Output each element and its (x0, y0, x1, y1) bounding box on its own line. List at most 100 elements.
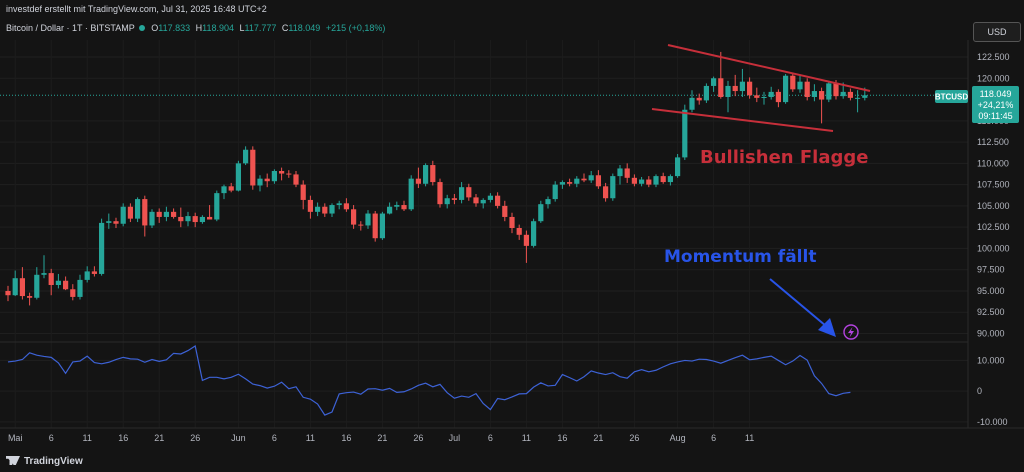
candle-body (588, 175, 594, 181)
time-tick-label: 6 (49, 433, 54, 443)
high-value: 118.904 (202, 23, 234, 33)
flag-lower-trendline[interactable] (651, 108, 834, 132)
time-tick-label: 6 (711, 433, 716, 443)
candle-body (667, 176, 673, 183)
candle-body (847, 91, 853, 98)
candle-body (739, 81, 745, 92)
oscillator-tick-label: -10.000 (977, 417, 1008, 427)
time-tick-label: 26 (190, 433, 200, 443)
candle-body (516, 228, 522, 235)
candle-body (531, 221, 537, 246)
candle-body (372, 213, 378, 239)
candle-body (243, 149, 249, 164)
candle-body (639, 179, 645, 184)
price-tick-label: 112.500 (977, 137, 1009, 147)
candle-body (415, 178, 421, 184)
time-tick-label: 16 (557, 433, 567, 443)
time-tick-label: Jul (449, 433, 461, 443)
time-axis[interactable]: Mai 6 11 16 21 26 Jun 6 11 16 21 26 Jul 6 11 16 21 26 Aug 6… (8, 433, 754, 443)
change-value: +215 (+0,18%) (325, 23, 386, 33)
price-tick-label: 92.500 (977, 307, 1005, 317)
candle-body (77, 279, 83, 297)
time-tick-label: 21 (593, 433, 603, 443)
open-label: O (151, 23, 159, 33)
candle-body (826, 83, 832, 100)
candle-body (718, 78, 724, 97)
candle-body (451, 198, 457, 200)
time-tick-label: 11 (83, 433, 92, 443)
candle-body (790, 75, 796, 90)
candle-body (617, 168, 623, 177)
candle-body (660, 176, 666, 183)
flag-upper-trendline[interactable] (667, 44, 871, 92)
candle-body (185, 216, 191, 222)
candle-body (70, 289, 76, 297)
market-status-dot (138, 25, 145, 31)
candle-body (358, 224, 364, 226)
flag-annotation[interactable]: Bullishen Flagge (700, 147, 868, 168)
price-tag-price: 118.049 (980, 89, 1012, 99)
candle-body (120, 206, 126, 224)
candle-body (408, 178, 414, 210)
chart-credit: investdef erstellt mit TradingView.com, … (6, 4, 267, 14)
candle-body (689, 97, 695, 110)
momentum-annotation[interactable]: Momentum fällt (664, 247, 816, 267)
candle-body (329, 205, 335, 214)
candle-body (91, 271, 97, 274)
currency-button[interactable]: USD (973, 22, 1021, 42)
candle-body (603, 186, 609, 199)
time-tick-label: Aug (670, 433, 686, 443)
candle-body (113, 221, 119, 224)
tradingview-icon (6, 456, 20, 465)
candle-body (675, 157, 681, 177)
oscillator-axis[interactable]: 10.000 0 -10.000 (977, 355, 1008, 426)
candle-body (264, 178, 270, 182)
momentum-line (7, 345, 851, 416)
candle-body (214, 193, 220, 220)
candle-body (610, 176, 616, 199)
oscillator-tick-label: 0 (977, 386, 982, 396)
candle-body (862, 95, 868, 98)
oscillator-tick-label: 10.000 (977, 355, 1005, 365)
candle-body (855, 97, 861, 99)
candle-body (192, 216, 198, 223)
time-tick-label: 6 (272, 433, 277, 443)
price-tag-change: +24,21% (978, 100, 1014, 110)
candle-body (775, 91, 781, 103)
time-tick-label: Mai (8, 433, 23, 443)
candle-body (747, 81, 753, 96)
time-tick-label: 11 (306, 433, 315, 443)
time-tick-label: 11 (745, 433, 754, 443)
candle-body (351, 209, 357, 225)
candle-body (797, 81, 803, 90)
momentum-arrow-shaft[interactable] (769, 278, 827, 327)
candle-body (293, 174, 299, 185)
candle-body (307, 199, 313, 212)
candle-body (228, 186, 234, 191)
candle-body (127, 206, 133, 219)
symbol-name[interactable]: Bitcoin / Dollar · 1T · BITSTAMP (6, 23, 135, 33)
candle-body (300, 184, 306, 200)
candle-body (106, 221, 112, 223)
candle-body (142, 199, 148, 226)
lightning-icon[interactable] (843, 324, 859, 340)
candle-body (703, 85, 709, 101)
tradingview-logo[interactable]: TradingView (6, 456, 83, 467)
candle-body (552, 184, 558, 200)
time-tick-label: 6 (488, 433, 493, 443)
candle-body (343, 203, 349, 210)
footer: TradingView (0, 452, 1024, 472)
candle-body (394, 205, 400, 207)
candle-body (387, 206, 393, 214)
price-tick-label: 107.500 (977, 180, 1010, 190)
symbol-legend[interactable]: Bitcoin / Dollar · 1T · BITSTAMP O117.83… (6, 23, 388, 39)
candle-body (55, 280, 61, 286)
candle-body (437, 182, 443, 205)
price-tag-box (972, 86, 1019, 123)
price-tick-label: 95.000 (977, 286, 1005, 296)
candle-body (257, 178, 263, 186)
brand-name: TradingView (24, 456, 83, 467)
time-tick-label: 16 (118, 433, 128, 443)
candle-body (286, 173, 292, 175)
